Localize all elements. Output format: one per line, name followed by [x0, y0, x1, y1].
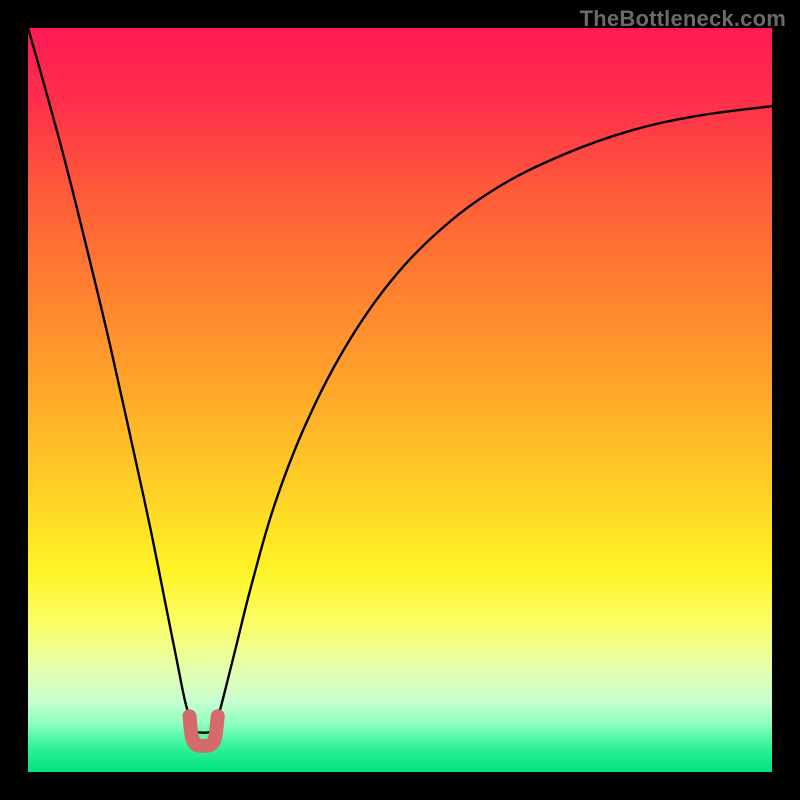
chart-container: TheBottleneck.com [0, 0, 800, 800]
chart-background-gradient [28, 28, 772, 772]
bottleneck-chart-svg [0, 0, 800, 800]
